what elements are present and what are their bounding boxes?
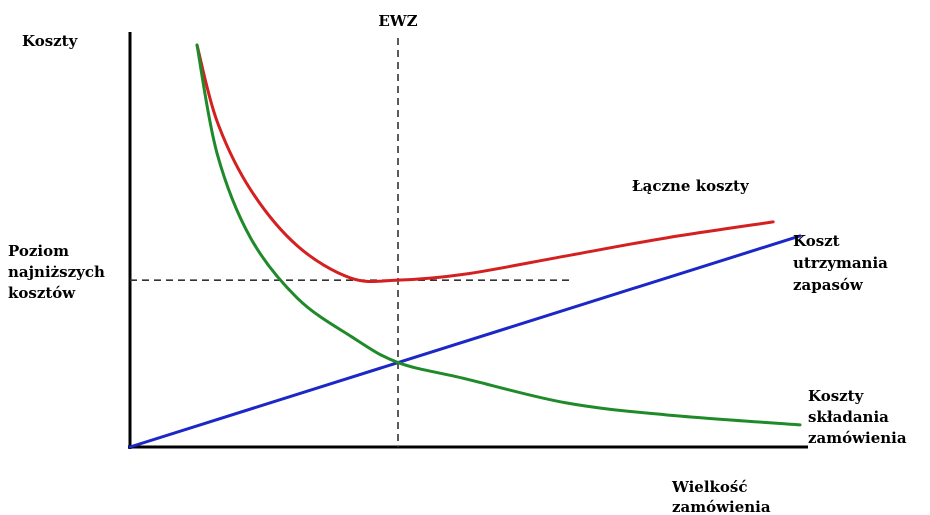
total-cost-label: Łączne koszty: [632, 177, 750, 195]
min-cost-label: Poziom najniższych kosztów: [8, 242, 105, 302]
ewz-label: EWZ: [378, 12, 417, 30]
total-cost-label-line: Łączne koszty: [632, 177, 750, 195]
axes: [128, 32, 808, 449]
series-lines: [128, 43, 802, 449]
y-axis-label: Koszty: [22, 32, 79, 50]
x-axis-label-line: zamówienia: [672, 498, 771, 515]
holding-cost-label-line: utrzymania: [793, 254, 888, 272]
holding-cost-label-line: Koszt: [793, 232, 840, 250]
min-cost-label-line: kosztów: [8, 284, 76, 302]
total-cost-line: [195, 43, 775, 284]
holding-cost-line: [128, 234, 802, 449]
x-axis-label-line: Wielkość: [671, 478, 748, 496]
ordering-cost-line: [195, 43, 802, 427]
holding-cost-label: Koszt utrzymania zapasów: [793, 232, 888, 294]
labels: Koszty EWZ Poziom najniższych kosztów Łączne …: [8, 12, 907, 515]
ordering-cost-label-line: Koszty: [808, 387, 865, 405]
ordering-cost-label: Koszty składania zamówienia: [808, 387, 907, 447]
min-cost-label-line: Poziom: [8, 242, 69, 260]
ordering-cost-label-line: składania: [808, 408, 889, 426]
x-axis-label: Wielkość zamówienia: [671, 478, 771, 515]
holding-cost-label-line: zapasów: [793, 276, 864, 294]
guide-lines: [130, 38, 570, 447]
min-cost-label-line: najniższych: [8, 263, 105, 281]
ordering-cost-label-line: zamówienia: [808, 429, 907, 447]
